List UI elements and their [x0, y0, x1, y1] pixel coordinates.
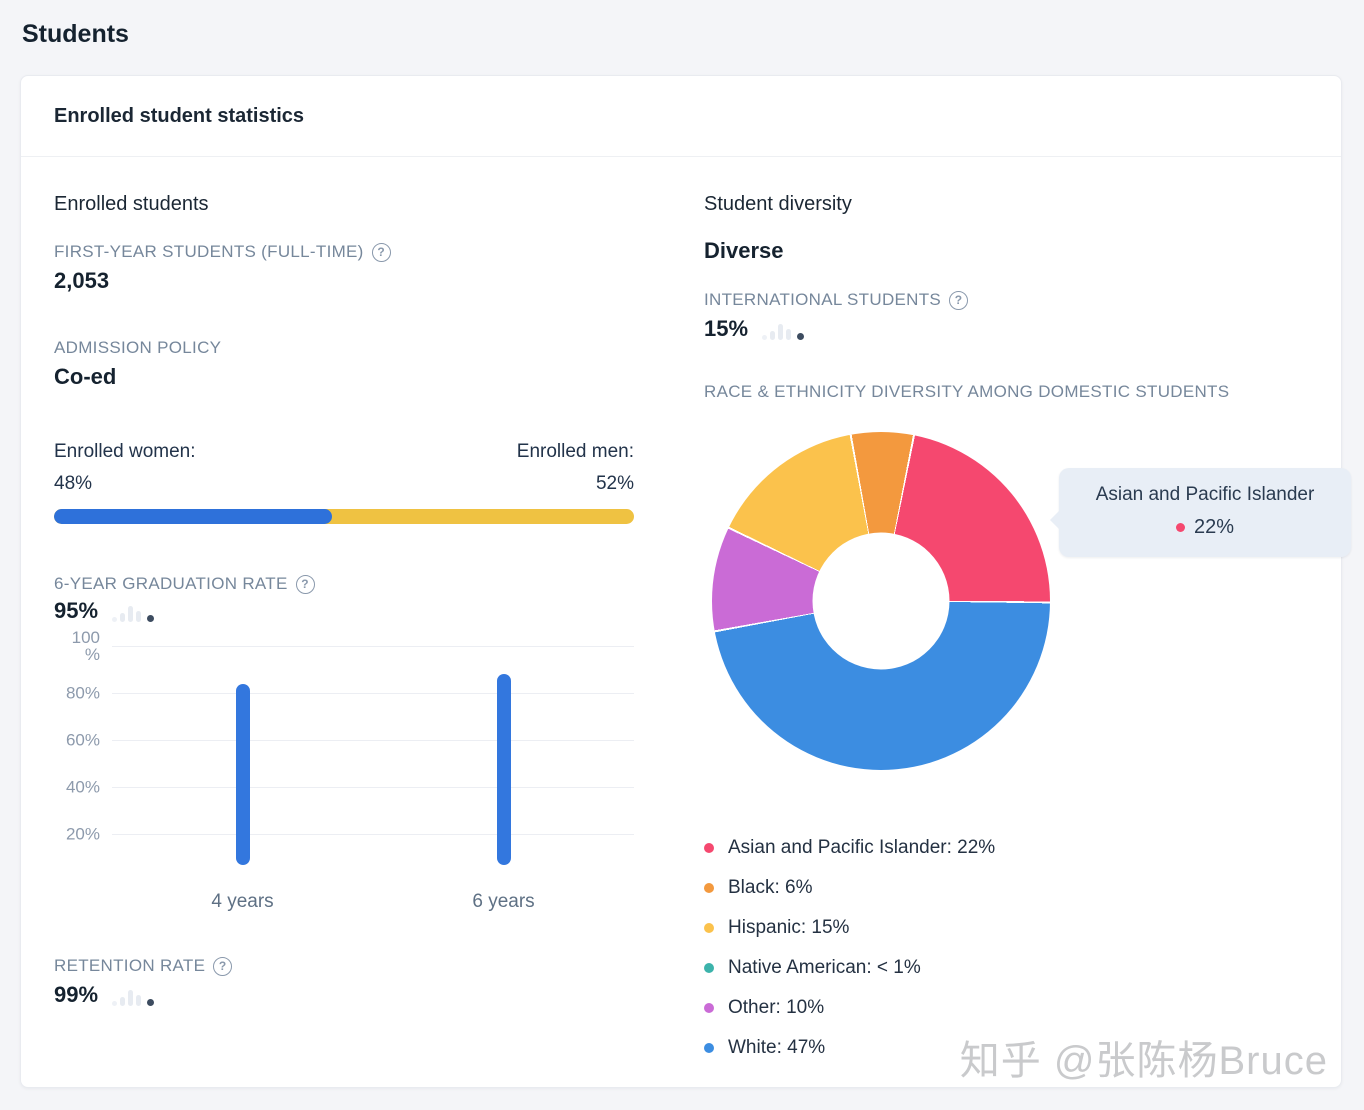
- help-icon[interactable]: ?: [213, 956, 233, 976]
- international-students-value-row: 15%: [704, 316, 1308, 342]
- legend-color-dot: [704, 883, 714, 893]
- gender-labels: Enrolled women: 48% Enrolled men: 52%: [54, 436, 634, 500]
- diversity-legend: Asian and Pacific Islander: 22% Black: 6%…: [704, 828, 1308, 1068]
- legend-color-dot: [704, 923, 714, 933]
- diversity-rating: Diverse: [704, 238, 1308, 264]
- y-tick-label: 100 %: [71, 628, 100, 664]
- y-tick-label: 60%: [65, 730, 100, 750]
- card-header-title: Enrolled student statistics: [54, 104, 305, 127]
- diversity-donut-chart[interactable]: [712, 432, 1050, 770]
- card-body: Enrolled students FIRST-YEAR STUDENTS (F…: [21, 157, 1351, 1068]
- column-gap: [634, 193, 704, 1068]
- diversity-rating-text: Diverse: [704, 238, 784, 263]
- graduation-bar[interactable]: [496, 674, 511, 865]
- graduation-rate-label-row: 6-YEAR GRADUATION RATE ?: [54, 574, 634, 594]
- first-year-value: 2,053: [54, 268, 634, 294]
- tooltip-title: Asian and Pacific Islander: [1095, 484, 1315, 505]
- enrolled-men-stat: Enrolled men: 52%: [517, 436, 634, 500]
- international-students-label: INTERNATIONAL STUDENTS: [704, 290, 942, 309]
- card-header: Enrolled student statistics: [21, 76, 1341, 157]
- retention-rate-value: 99%: [54, 982, 99, 1007]
- first-year-count: 2,053: [54, 268, 110, 293]
- diversity-donut-area: Asian and Pacific Islander 22%: [704, 432, 1351, 784]
- tooltip-value: 22%: [1193, 516, 1235, 538]
- admission-policy-text: Co-ed: [54, 364, 117, 389]
- chart-gridline: [112, 834, 634, 835]
- admission-policy-label: ADMISSION POLICY: [54, 338, 222, 357]
- graduation-bar[interactable]: [235, 683, 250, 865]
- student-diversity-column: Student diversity Diverse INTERNATIONAL …: [704, 193, 1351, 1068]
- y-tick-label: 20%: [65, 824, 100, 844]
- chart-gridline: [112, 646, 634, 647]
- legend-label: White: 47%: [728, 1037, 826, 1058]
- legend-label: Native American: < 1%: [728, 957, 921, 978]
- x-tick-label: 6 years: [472, 891, 535, 912]
- international-students-value: 15%: [704, 316, 749, 341]
- first-year-label: FIRST-YEAR STUDENTS (FULL-TIME): [54, 242, 364, 261]
- legend-item: Hispanic: 15%: [704, 908, 1308, 948]
- legend-item: Other: 10%: [704, 988, 1308, 1028]
- help-icon[interactable]: ?: [949, 290, 969, 310]
- enrolled-women-value: 48%: [54, 473, 93, 494]
- chart-tooltip: Asian and Pacific Islander 22%: [1050, 468, 1351, 557]
- enrolled-women-stat: Enrolled women: 48%: [54, 436, 196, 500]
- tooltip-value-row: 22%: [1077, 516, 1333, 539]
- enrolled-students-title: Enrolled students: [54, 193, 209, 215]
- student-diversity-title: Student diversity: [704, 193, 852, 215]
- graduation-chart-plot: 100 % 80% 60% 40% 20%: [66, 629, 634, 881]
- legend-item: Native American: < 1%: [704, 948, 1308, 988]
- tooltip-color-dot: [1175, 523, 1185, 532]
- legend-label: Hispanic: 15%: [728, 917, 850, 938]
- chart-gridline: [112, 740, 634, 741]
- help-icon[interactable]: ?: [295, 574, 315, 594]
- percentile-histogram-icon: [112, 990, 155, 1008]
- race-ethnicity-header: RACE & ETHNICITY DIVERSITY AMONG DOMESTI…: [704, 382, 1230, 401]
- enrolled-men-label: Enrolled men:: [516, 441, 634, 462]
- retention-rate-value-row: 99%: [54, 982, 634, 1008]
- legend-label: Black: 6%: [728, 877, 813, 898]
- percentile-histogram-icon: [112, 606, 155, 624]
- women-bar-segment: [54, 509, 333, 524]
- legend-item: Black: 6%: [704, 868, 1308, 908]
- y-tick-label: 80%: [65, 683, 100, 703]
- help-icon[interactable]: ?: [371, 242, 391, 262]
- graduation-rate-label: 6-YEAR GRADUATION RATE: [54, 574, 288, 593]
- gender-split: Enrolled women: 48% Enrolled men: 52%: [54, 436, 634, 524]
- enrolled-stats-card: Enrolled student statistics Enrolled stu…: [20, 75, 1351, 1088]
- first-year-label-row: FIRST-YEAR STUDENTS (FULL-TIME) ?: [54, 242, 634, 262]
- graduation-rate-chart: 100 % 80% 60% 40% 20% 4 years 6 years: [54, 629, 634, 920]
- chart-gridline: [112, 787, 634, 788]
- x-tick-label: 4 years: [211, 891, 274, 912]
- retention-rate-label-row: RETENTION RATE ?: [54, 956, 634, 976]
- enrolled-men-value: 52%: [595, 473, 634, 494]
- legend-item: Asian and Pacific Islander: 22%: [704, 828, 1308, 868]
- international-students-label-row: INTERNATIONAL STUDENTS ?: [704, 290, 1308, 310]
- graduation-rate-value: 95%: [54, 598, 99, 623]
- legend-color-dot: [704, 1043, 714, 1053]
- enrolled-women-label: Enrolled women:: [54, 441, 196, 462]
- legend-label: Other: 10%: [728, 997, 825, 1018]
- page-title: Students: [22, 20, 129, 48]
- legend-color-dot: [704, 843, 714, 853]
- legend-color-dot: [704, 963, 714, 973]
- enrolled-students-column: Enrolled students FIRST-YEAR STUDENTS (F…: [54, 193, 634, 1068]
- chart-gridline: [112, 693, 634, 694]
- admission-policy-value: Co-ed: [54, 364, 634, 390]
- y-tick-label: 40%: [65, 777, 100, 797]
- legend-label: Asian and Pacific Islander: 22%: [728, 837, 996, 858]
- retention-rate-label: RETENTION RATE: [54, 956, 206, 975]
- percentile-histogram-icon: [762, 324, 805, 342]
- graduation-rate-value-row: 95%: [54, 598, 634, 624]
- legend-color-dot: [704, 1003, 714, 1013]
- gender-ratio-bar[interactable]: [54, 509, 634, 524]
- legend-item: White: 47%: [704, 1028, 1308, 1068]
